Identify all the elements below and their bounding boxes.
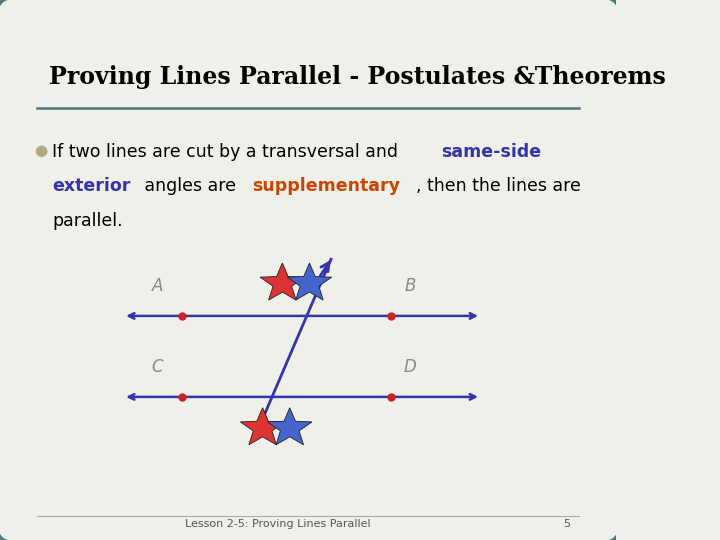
- Polygon shape: [260, 263, 305, 300]
- Text: If two lines are cut by a transversal and: If two lines are cut by a transversal an…: [53, 143, 404, 161]
- Polygon shape: [267, 408, 312, 445]
- Text: Proving Lines Parallel - Postulates &Theorems: Proving Lines Parallel - Postulates &The…: [49, 65, 666, 89]
- Text: same-side: same-side: [441, 143, 541, 161]
- Text: 5: 5: [564, 519, 571, 530]
- Text: supplementary: supplementary: [252, 177, 400, 195]
- Text: parallel.: parallel.: [53, 212, 123, 230]
- Text: angles are: angles are: [139, 177, 241, 195]
- Text: C: C: [151, 359, 163, 376]
- Text: , then the lines are: , then the lines are: [415, 177, 580, 195]
- FancyBboxPatch shape: [0, 0, 620, 540]
- Polygon shape: [287, 263, 332, 300]
- Text: ●: ●: [34, 143, 47, 158]
- Polygon shape: [240, 408, 285, 445]
- Text: Lesson 2-5: Proving Lines Parallel: Lesson 2-5: Proving Lines Parallel: [184, 519, 370, 530]
- Text: B: B: [404, 278, 415, 295]
- Text: D: D: [404, 359, 416, 376]
- Text: A: A: [151, 278, 163, 295]
- Text: exterior: exterior: [53, 177, 131, 195]
